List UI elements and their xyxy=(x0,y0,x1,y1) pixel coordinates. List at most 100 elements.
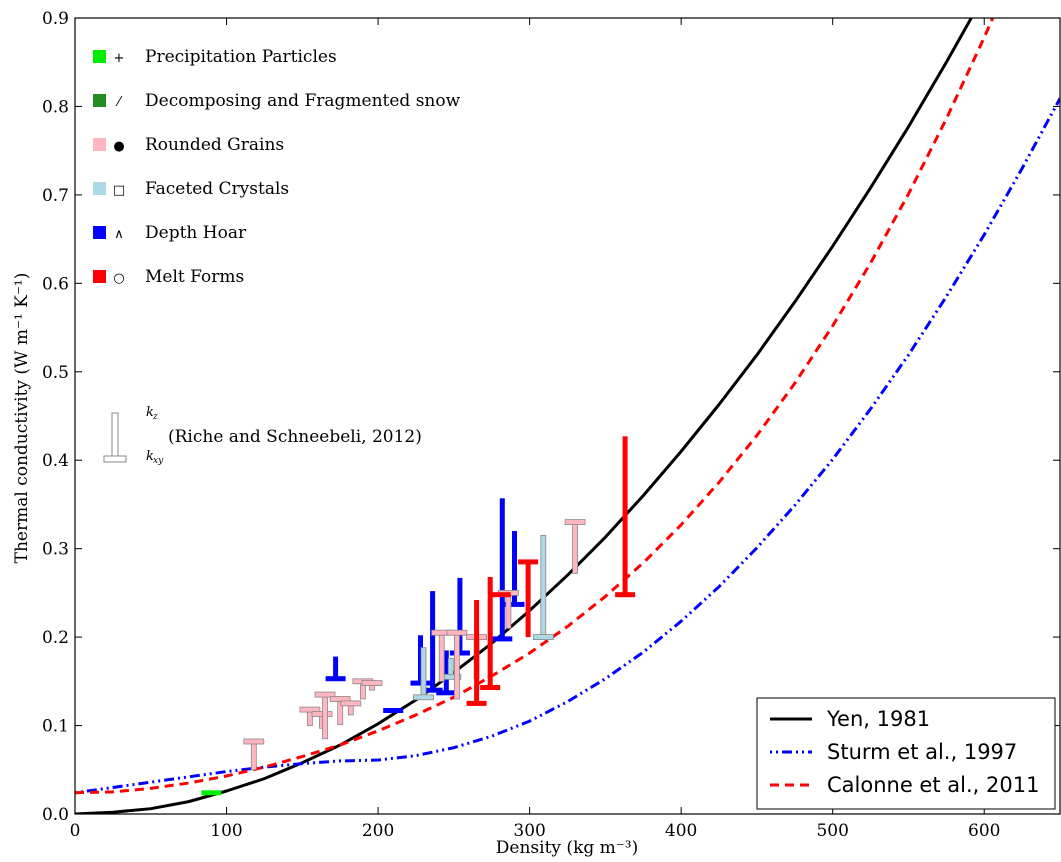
bar-marker-20 xyxy=(532,535,554,640)
line-legend-item: Yen, 1981 xyxy=(770,707,930,731)
bar-marker-4 xyxy=(311,711,333,729)
grain-legend-swatch xyxy=(93,270,106,283)
curves-layer xyxy=(75,18,1060,814)
line-legend: Yen, 1981 Sturm et al., 1997 Calonne et al… xyxy=(756,697,1056,810)
bar-marker-18 xyxy=(413,647,434,701)
y-tick-label: 0.6 xyxy=(42,274,69,294)
y-tick-label: 0.5 xyxy=(42,363,69,383)
bar-cap xyxy=(466,700,487,706)
line-legend-label: Yen, 1981 xyxy=(826,707,930,731)
bar-marker-14 xyxy=(436,650,457,696)
grain-legend-item: ∧ Depth Hoar xyxy=(93,223,247,243)
bar-cap xyxy=(615,592,636,598)
grain-type-legend: + Precipitation Particles ⁄ Decomposing and… xyxy=(93,47,461,287)
bar-cap xyxy=(410,680,431,686)
bar-marker-6 xyxy=(329,696,351,726)
line-legend-item: Calonne et al., 2011 xyxy=(770,773,1039,797)
bar-stem xyxy=(333,656,339,679)
bar-marker-5 xyxy=(314,691,336,740)
grain-legend-swatch xyxy=(93,50,106,63)
bar-cap xyxy=(480,685,501,690)
bar-legend-label: (Riche and Schneebeli, 2012) xyxy=(168,427,422,447)
bar-cap xyxy=(449,650,470,656)
y-tick-label: 0.8 xyxy=(42,97,69,117)
bar-marker-9 xyxy=(361,680,383,691)
bar-marker-12 xyxy=(410,635,431,686)
bar-cap xyxy=(325,676,346,682)
line-legend-box xyxy=(756,697,1056,810)
bar-cap xyxy=(413,694,434,701)
line-legend-label: Calonne et al., 2011 xyxy=(827,773,1039,797)
bar-marker-1 xyxy=(201,790,222,796)
grain-legend-symbol: ● xyxy=(113,139,124,154)
grain-legend-symbol: ○ xyxy=(113,271,124,286)
bar-marker-3 xyxy=(299,706,321,726)
bar-stem xyxy=(505,592,512,629)
grain-legend-item: ⁄ Decomposing and Fragmented snow xyxy=(93,91,461,111)
bar-cap xyxy=(490,592,511,598)
bar-marker-25 xyxy=(564,519,586,574)
bar-stem xyxy=(499,498,505,639)
grain-legend-label: Decomposing and Fragmented snow xyxy=(145,91,461,111)
bar-cap xyxy=(518,559,539,565)
bar-cap xyxy=(361,680,383,686)
x-tick-label: 200 xyxy=(362,821,394,841)
bar-marker-10 xyxy=(325,656,346,682)
bar-marker-29 xyxy=(518,559,539,638)
bar-cap xyxy=(446,629,468,636)
bar-cap xyxy=(311,711,333,717)
grain-legend-swatch xyxy=(93,182,106,195)
bar-marker-28 xyxy=(490,592,511,598)
grain-legend-label: Rounded Grains xyxy=(145,135,284,155)
grain-legend-item: + Precipitation Particles xyxy=(93,47,337,67)
y-axis-label: Thermal conductivity (W m⁻¹ K⁻¹) xyxy=(12,273,32,564)
grain-legend-label: Melt Forms xyxy=(145,267,244,287)
grain-legend-label: Depth Hoar xyxy=(145,223,247,243)
x-tick-label: 0 xyxy=(70,821,81,841)
bar-legend-cap xyxy=(103,455,127,463)
bar-legend: k zk xy(Riche and Schneebeli, 2012) xyxy=(103,405,422,466)
line-legend-label: Sturm et al., 1997 xyxy=(827,740,1017,764)
bar-stem xyxy=(453,632,460,700)
bar-stem xyxy=(622,436,628,595)
grain-legend-swatch xyxy=(93,226,106,239)
y-tick-label: 0.4 xyxy=(42,451,69,471)
grain-legend-swatch xyxy=(93,138,106,151)
bar-cap xyxy=(422,687,443,693)
bar-cap xyxy=(340,700,362,707)
grain-legend-item: ● Rounded Grains xyxy=(93,135,284,155)
x-tick-label: 300 xyxy=(513,821,545,841)
line-legend-item: Sturm et al., 1997 xyxy=(770,740,1017,764)
bar-marker-13 xyxy=(422,591,443,693)
bar-stem xyxy=(420,647,427,698)
bar-stem xyxy=(540,535,547,638)
y-tick-label: 0.9 xyxy=(42,9,69,29)
bar-stem xyxy=(430,591,436,691)
bar-stem xyxy=(487,577,493,688)
bar-marker-16 xyxy=(492,498,513,642)
bar-marker-22 xyxy=(446,629,468,700)
kxy-subscript: xy xyxy=(153,456,164,466)
bar-cap xyxy=(383,708,404,713)
bar-cap xyxy=(504,601,525,607)
bar-stem xyxy=(322,694,328,740)
bar-cap xyxy=(436,690,457,696)
y-tick-label: 0.3 xyxy=(42,540,69,560)
bar-cap xyxy=(201,790,222,796)
bar-marker-11 xyxy=(383,708,404,713)
bar-marker-30 xyxy=(615,436,636,598)
bars-layer xyxy=(201,436,636,796)
series-3-line xyxy=(75,18,995,795)
bar-marker-27 xyxy=(480,577,501,690)
kxy-label: k xyxy=(146,449,154,464)
bar-marker-15 xyxy=(449,577,470,656)
bar-stem xyxy=(457,577,463,654)
bar-stem xyxy=(418,635,423,684)
bar-marker-7 xyxy=(340,700,362,716)
bar-stem xyxy=(525,561,531,638)
x-tick-label: 600 xyxy=(968,821,1000,841)
grain-legend-symbol: ∧ xyxy=(114,227,124,242)
bar-legend-stem xyxy=(111,412,119,460)
x-tick-label: 100 xyxy=(210,821,242,841)
